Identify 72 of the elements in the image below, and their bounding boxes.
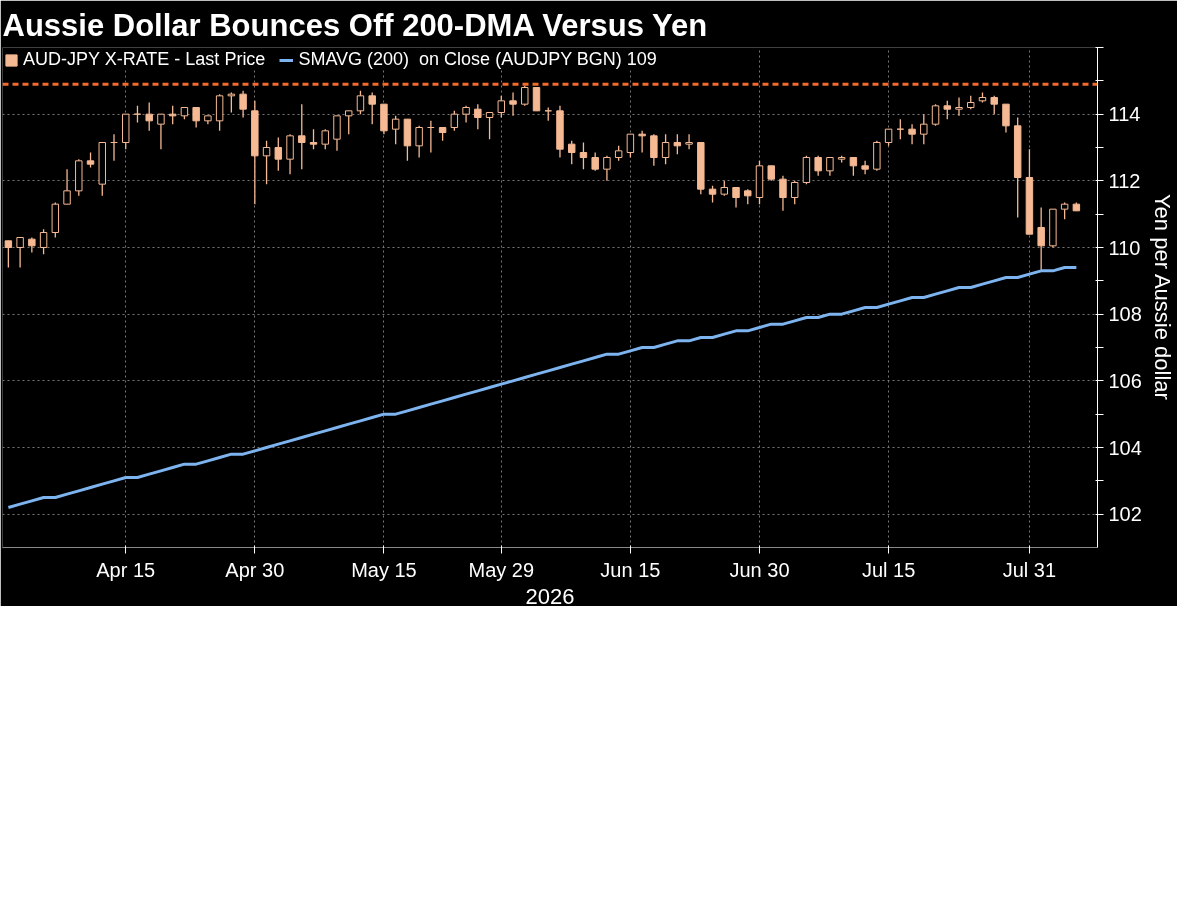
x-axis-title: 2026 bbox=[525, 583, 575, 609]
x-tick-label: Jun 15 bbox=[600, 558, 661, 581]
candlestick bbox=[567, 140, 576, 165]
y-tick-label: 110 bbox=[1108, 236, 1141, 259]
candlestick bbox=[661, 133, 670, 165]
candlestick bbox=[16, 236, 24, 269]
candlestick bbox=[286, 133, 294, 175]
candlestick bbox=[157, 113, 165, 150]
candlestick bbox=[4, 240, 13, 269]
candlestick bbox=[333, 115, 341, 152]
legend-label: AUD-JPY X-RATE - Last Price bbox=[23, 49, 266, 70]
candlestick bbox=[298, 103, 306, 170]
candlestick bbox=[943, 100, 951, 120]
candlestick bbox=[497, 95, 506, 119]
x-tick-label: Jul 31 bbox=[1002, 558, 1057, 581]
candlestick bbox=[779, 175, 787, 212]
candlestick bbox=[1002, 103, 1010, 134]
x-tick-label: Jul 15 bbox=[861, 558, 916, 581]
candlestick bbox=[474, 103, 482, 130]
candlestick bbox=[673, 133, 682, 155]
candlestick bbox=[532, 86, 541, 112]
x-tick-label: Apr 15 bbox=[96, 558, 156, 581]
candlestick bbox=[849, 156, 858, 177]
candlestick bbox=[908, 123, 916, 145]
candlestick bbox=[39, 228, 48, 255]
x-tick-label: Jun 30 bbox=[729, 558, 790, 581]
y-tick-label: 112 bbox=[1108, 169, 1141, 192]
candlestick bbox=[344, 110, 353, 135]
candlestick bbox=[262, 140, 271, 185]
candlestick bbox=[579, 141, 588, 170]
candlestick bbox=[591, 151, 599, 172]
candlestick bbox=[826, 156, 834, 177]
candlestick bbox=[732, 186, 740, 209]
candlestick bbox=[391, 115, 400, 145]
x-tick-label: Apr 30 bbox=[225, 558, 285, 581]
y-axis-title: Yen per Aussie dollar bbox=[1149, 193, 1175, 400]
y-tick-label: 104 bbox=[1108, 436, 1142, 459]
candlestick bbox=[274, 136, 283, 172]
candlestick bbox=[990, 95, 998, 115]
candlestick bbox=[450, 110, 459, 132]
candlestick bbox=[63, 168, 71, 205]
candlestick bbox=[485, 111, 494, 140]
y-tick-label: 108 bbox=[1108, 303, 1142, 326]
candlestick bbox=[861, 160, 869, 175]
candlestick bbox=[415, 125, 423, 159]
candlestick bbox=[321, 128, 329, 150]
candlestick bbox=[955, 96, 963, 117]
chart-title: Aussie Dollar Bounces Off 200-DMA Versus Yen bbox=[2, 7, 708, 43]
candlestick bbox=[920, 113, 928, 145]
y-tick-label: 106 bbox=[1108, 369, 1142, 392]
candlestick bbox=[1037, 206, 1045, 272]
candlestick bbox=[368, 91, 376, 125]
line-series bbox=[6, 266, 1078, 509]
candlestick bbox=[145, 101, 153, 132]
candlestick bbox=[192, 106, 200, 129]
candlestick bbox=[685, 133, 693, 150]
candlestick bbox=[603, 155, 611, 182]
candlestick bbox=[931, 103, 940, 127]
candlestick bbox=[356, 90, 365, 115]
candlestick bbox=[239, 90, 247, 119]
candlestick bbox=[309, 128, 318, 150]
candlestick bbox=[814, 155, 822, 177]
candlestick bbox=[626, 133, 635, 159]
x-tick-label: May 15 bbox=[351, 558, 417, 581]
candlestick bbox=[790, 180, 799, 205]
candlestick bbox=[509, 91, 517, 117]
candlestick bbox=[521, 85, 529, 107]
x-tick-label: May 29 bbox=[468, 558, 535, 581]
y-tick-label: 114 bbox=[1108, 103, 1141, 126]
candlestick bbox=[650, 133, 658, 167]
y-tick-label: 102 bbox=[1108, 503, 1142, 526]
legend-label: SMAVG (200) on Close (AUDJPY BGN) 109 bbox=[298, 49, 657, 70]
